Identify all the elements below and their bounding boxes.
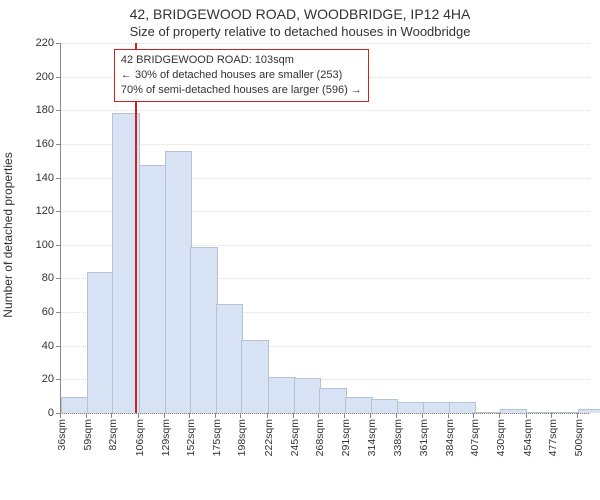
x-tick-mark [499, 413, 500, 418]
y-ticks: 020406080100120140160180200220 [28, 43, 58, 413]
y-tick-label: 40 [42, 340, 54, 352]
y-tick-label: 0 [48, 407, 54, 419]
histogram-bar [294, 378, 322, 413]
y-tick-mark [56, 43, 61, 44]
x-tick-label: 59sqm [82, 419, 94, 451]
x-tick-label: 477sqm [547, 419, 559, 456]
histogram-bar [319, 388, 347, 413]
x-tick-label: 361sqm [418, 419, 430, 456]
x-tick-mark [267, 413, 268, 418]
x-tick-mark [60, 413, 61, 418]
y-tick-label: 80 [42, 272, 54, 284]
x-tick-mark [473, 413, 474, 418]
x-tick-label: 222sqm [263, 419, 275, 456]
x-tick-mark [189, 413, 190, 418]
y-axis-label: Number of detached properties [1, 152, 15, 317]
x-tick-mark [577, 413, 578, 418]
histogram-bar [139, 165, 167, 413]
x-tick-mark [448, 413, 449, 418]
histogram-bar [371, 399, 399, 413]
x-tick-label: 106sqm [134, 419, 146, 456]
x-tick-label: 500sqm [573, 419, 585, 456]
x-tick-label: 430sqm [495, 419, 507, 456]
page-title: 42, BRIDGEWOOD ROAD, WOODBRIDGE, IP12 4H… [0, 6, 600, 22]
x-tick-mark [138, 413, 139, 418]
grid-line [61, 144, 590, 145]
histogram-bar [423, 402, 451, 413]
y-tick-label: 100 [36, 239, 54, 251]
legend-line-3: 70% of semi-detached houses are larger (… [121, 83, 362, 98]
y-tick-mark [56, 379, 61, 380]
x-tick-label: 268sqm [314, 419, 326, 456]
x-tick-mark [215, 413, 216, 418]
x-tick-label: 384sqm [444, 419, 456, 456]
y-tick-label: 120 [36, 205, 54, 217]
y-tick-label: 20 [42, 373, 54, 385]
chart-wrapper: Number of detached properties 0204060801… [0, 43, 600, 413]
y-tick-mark [56, 110, 61, 111]
histogram-bar [216, 304, 244, 413]
x-tick-mark [240, 413, 241, 418]
x-tick-mark [370, 413, 371, 418]
x-tick-label: 129sqm [160, 419, 172, 456]
x-tick-label: 175sqm [211, 419, 223, 456]
histogram-bar [87, 272, 115, 413]
x-tick-mark [526, 413, 527, 418]
legend-line-2: ← 30% of detached houses are smaller (25… [121, 68, 362, 83]
grid-line [61, 43, 590, 44]
y-tick-label: 200 [36, 71, 54, 83]
grid-line [61, 110, 590, 111]
x-tick-mark [318, 413, 319, 418]
y-tick-mark [56, 346, 61, 347]
histogram-bar [61, 397, 89, 413]
x-tick-label: 198sqm [236, 419, 248, 456]
x-tick-mark [551, 413, 552, 418]
histogram-bar [165, 151, 193, 413]
y-tick-label: 60 [42, 306, 54, 318]
x-tick-label: 291sqm [340, 419, 352, 456]
legend-box: 42 BRIDGEWOOD ROAD: 103sqm ← 30% of deta… [114, 49, 369, 102]
histogram-bar [190, 247, 218, 413]
x-tick-label: 152sqm [185, 419, 197, 456]
x-tick-label: 338sqm [392, 419, 404, 456]
y-tick-mark [56, 77, 61, 78]
histogram-bar [397, 402, 425, 413]
histogram-bar [449, 402, 477, 413]
y-tick-mark [56, 211, 61, 212]
y-tick-mark [56, 144, 61, 145]
y-tick-mark [56, 178, 61, 179]
x-tick-mark [293, 413, 294, 418]
x-tick-mark [86, 413, 87, 418]
y-tick-mark [56, 245, 61, 246]
y-tick-label: 140 [36, 172, 54, 184]
x-tick-label: 454sqm [522, 419, 534, 456]
histogram-bar [345, 397, 373, 413]
page-subtitle: Size of property relative to detached ho… [0, 24, 600, 39]
y-tick-label: 160 [36, 138, 54, 150]
x-tick-mark [164, 413, 165, 418]
x-tick-label: 314sqm [366, 419, 378, 456]
y-tick-mark [56, 278, 61, 279]
y-tick-label: 180 [36, 104, 54, 116]
x-tick-mark [396, 413, 397, 418]
x-tick-mark [111, 413, 112, 418]
x-tick-label: 82sqm [107, 419, 119, 451]
x-tick-mark [344, 413, 345, 418]
x-tick-label: 245sqm [289, 419, 301, 456]
histogram-bar [268, 377, 296, 413]
chart-area: 42 BRIDGEWOOD ROAD: 103sqm ← 30% of deta… [60, 43, 590, 414]
y-tick-label: 220 [36, 37, 54, 49]
histogram-bar [241, 340, 269, 413]
x-ticks: 36sqm59sqm82sqm106sqm129sqm152sqm175sqm1… [60, 413, 590, 457]
x-tick-mark [422, 413, 423, 418]
x-tick-label: 36sqm [56, 419, 68, 451]
x-tick-label: 407sqm [469, 419, 481, 456]
legend-line-1: 42 BRIDGEWOOD ROAD: 103sqm [121, 53, 362, 68]
y-tick-mark [56, 312, 61, 313]
